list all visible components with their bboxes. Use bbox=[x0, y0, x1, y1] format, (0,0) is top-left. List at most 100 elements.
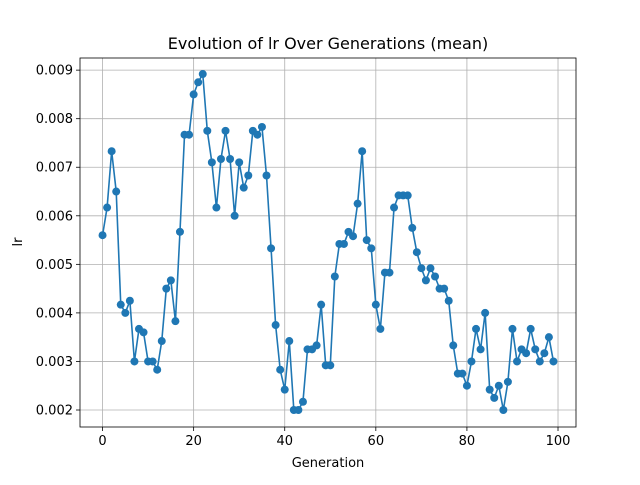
data-point bbox=[467, 357, 476, 366]
data-point bbox=[458, 369, 467, 378]
data-point bbox=[162, 284, 171, 293]
data-point bbox=[412, 248, 421, 257]
chart-title: Evolution of lr Over Generations (mean) bbox=[168, 34, 488, 53]
data-point bbox=[472, 324, 481, 333]
data-point bbox=[271, 321, 280, 330]
data-point bbox=[125, 296, 134, 305]
data-point bbox=[431, 272, 440, 281]
data-point bbox=[349, 232, 358, 241]
x-tick-label: 0 bbox=[98, 434, 106, 449]
data-point bbox=[212, 203, 221, 212]
data-point bbox=[535, 357, 544, 366]
data-point bbox=[371, 300, 380, 309]
data-point bbox=[312, 341, 321, 350]
data-point bbox=[280, 385, 289, 394]
x-axis-label: Generation bbox=[292, 456, 365, 471]
data-point bbox=[544, 333, 553, 342]
data-point bbox=[112, 187, 121, 196]
data-point bbox=[226, 154, 235, 163]
y-tick-label: 0.005 bbox=[36, 258, 73, 273]
y-tick-label: 0.006 bbox=[36, 209, 73, 224]
y-tick-label: 0.003 bbox=[36, 355, 73, 370]
data-point bbox=[166, 276, 175, 285]
data-point bbox=[285, 337, 294, 346]
data-point bbox=[326, 361, 335, 370]
data-point bbox=[476, 345, 485, 354]
data-point bbox=[216, 154, 225, 163]
axis-ticks: 0 20 40 60 80 100 0.002 0.003 0.004 0.005 0.006 0.0… bbox=[36, 64, 571, 449]
data-point bbox=[257, 122, 266, 131]
data-point bbox=[494, 381, 503, 390]
data-point bbox=[367, 244, 376, 253]
data-point bbox=[444, 296, 453, 305]
data-point bbox=[353, 199, 362, 208]
data-point bbox=[244, 171, 253, 180]
data-point bbox=[298, 397, 307, 406]
data-point bbox=[294, 406, 303, 415]
x-tick-label: 20 bbox=[185, 434, 202, 449]
y-tick-label: 0.008 bbox=[36, 112, 73, 127]
data-point bbox=[267, 244, 276, 253]
data-point bbox=[330, 272, 339, 281]
data-point bbox=[462, 381, 471, 390]
data-point bbox=[508, 324, 517, 333]
data-point bbox=[203, 126, 212, 135]
data-point bbox=[417, 264, 426, 273]
x-tick-label: 80 bbox=[459, 434, 476, 449]
data-point bbox=[194, 78, 203, 87]
data-point bbox=[153, 365, 162, 374]
data-point bbox=[481, 308, 490, 317]
data-point bbox=[317, 300, 326, 309]
data-point bbox=[376, 324, 385, 333]
data-point bbox=[385, 268, 394, 277]
data-point bbox=[449, 341, 458, 350]
data-point bbox=[408, 223, 417, 232]
data-point bbox=[421, 276, 430, 285]
data-point bbox=[107, 147, 116, 156]
y-tick-label: 0.007 bbox=[36, 161, 73, 176]
data-point bbox=[121, 308, 130, 317]
data-point bbox=[362, 236, 371, 245]
data-point bbox=[98, 231, 107, 240]
data-point bbox=[189, 90, 198, 99]
y-tick-label: 0.009 bbox=[36, 64, 73, 79]
data-point bbox=[221, 126, 230, 135]
data-point bbox=[403, 191, 412, 200]
data-point bbox=[522, 349, 531, 358]
x-tick-label: 60 bbox=[368, 434, 385, 449]
data-point bbox=[148, 357, 157, 366]
data-point bbox=[171, 317, 180, 326]
y-tick-label: 0.004 bbox=[36, 306, 73, 321]
x-tick-label: 100 bbox=[546, 434, 571, 449]
data-point bbox=[499, 406, 508, 415]
data-point bbox=[526, 324, 535, 333]
data-point bbox=[239, 183, 248, 192]
x-tick-label: 40 bbox=[276, 434, 293, 449]
data-point bbox=[207, 158, 216, 167]
data-point bbox=[103, 203, 112, 212]
data-point bbox=[262, 171, 271, 180]
data-point bbox=[130, 357, 139, 366]
data-point bbox=[426, 264, 435, 273]
data-point bbox=[513, 357, 522, 366]
data-point bbox=[531, 345, 540, 354]
data-point bbox=[253, 130, 262, 139]
data-point bbox=[358, 147, 367, 156]
data-point bbox=[185, 130, 194, 139]
data-point bbox=[503, 377, 512, 386]
y-tick-label: 0.002 bbox=[36, 404, 73, 419]
data-point bbox=[490, 393, 499, 402]
data-point bbox=[235, 158, 244, 167]
data-point bbox=[198, 70, 207, 79]
series-lr bbox=[98, 70, 558, 415]
data-point bbox=[339, 239, 348, 248]
data-point bbox=[440, 284, 449, 293]
y-axis-label: lr bbox=[11, 237, 26, 247]
data-point bbox=[276, 365, 285, 374]
plot-area-frame bbox=[79, 57, 577, 428]
data-point bbox=[485, 385, 494, 394]
data-point bbox=[157, 337, 166, 346]
data-point bbox=[139, 328, 148, 337]
